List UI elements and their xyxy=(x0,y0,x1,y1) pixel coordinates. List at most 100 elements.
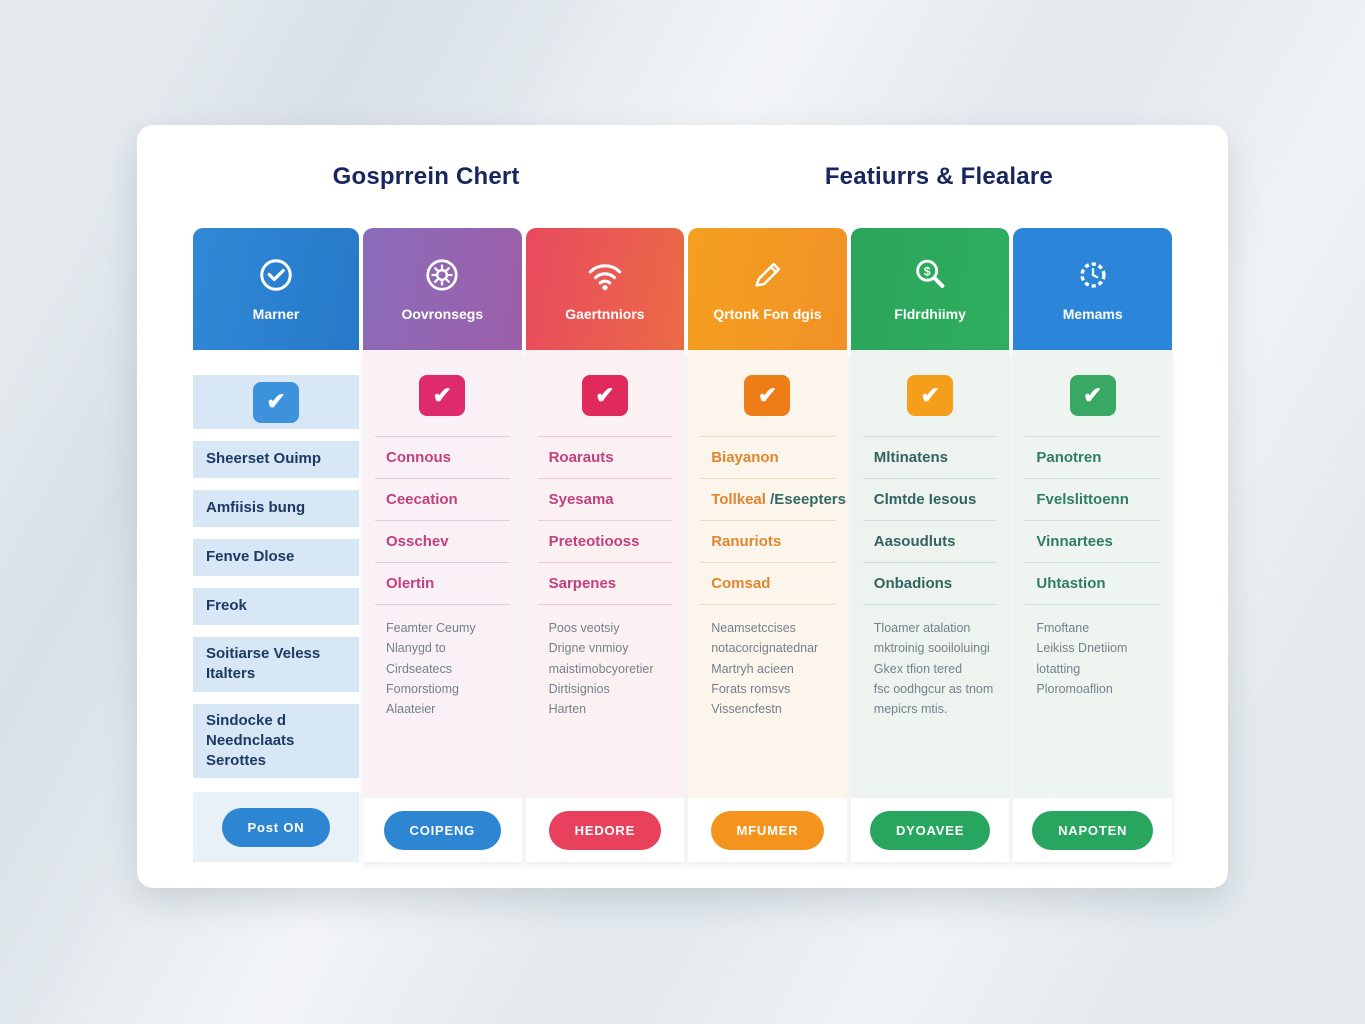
detail-line: Neamsetccises xyxy=(711,621,796,635)
column-header-label: Gaertnniors xyxy=(565,306,645,323)
title-right: Featiurrs & Flealare xyxy=(824,162,1053,190)
feature-item: Biayanon xyxy=(711,449,779,466)
column-action-button[interactable]: NAPOTEN xyxy=(1032,810,1154,850)
feature-item: Panotren xyxy=(1036,449,1102,466)
gear-icon xyxy=(420,255,464,295)
divider xyxy=(1025,604,1160,605)
feature-column: Oovronsegs ✔ Connous Ceecation Osschev Olerti… xyxy=(363,228,522,862)
detail-line: Alaateier xyxy=(386,702,436,716)
sidebar-check-row: ✔ xyxy=(193,375,359,429)
divider xyxy=(1025,562,1160,563)
wifi-icon xyxy=(583,255,627,295)
sidebar-row: Fenve Dlose xyxy=(193,539,359,576)
divider xyxy=(537,562,673,563)
feature-item: Osschev xyxy=(386,533,449,550)
column-header-label: Memams xyxy=(1062,306,1123,323)
detail-line: Dirtisignios xyxy=(548,681,610,696)
divider xyxy=(862,436,998,437)
divider xyxy=(375,520,510,521)
divider xyxy=(862,478,998,479)
divider xyxy=(375,478,510,479)
detail-line: Gkex tfion tered xyxy=(873,661,963,676)
detail-line: Vissencfestn xyxy=(711,702,782,716)
column-header: Oovronsegs xyxy=(363,228,522,350)
detail-line: mktroinig sooiloluingi xyxy=(873,641,990,656)
sidebar-row: Soitiarse Veless Italters xyxy=(193,637,359,692)
detail-line: Fomorstiomg xyxy=(386,681,459,696)
column-header: Gaertnniors xyxy=(525,228,685,350)
detail-line: Nlanygd to xyxy=(386,641,446,656)
feature-item: Olertin xyxy=(386,575,435,592)
gear-clock-icon xyxy=(1071,255,1115,295)
column-check-row: ✔ xyxy=(526,375,685,416)
check-icon[interactable]: ✔ xyxy=(744,375,791,416)
feature-item: Vinnartees xyxy=(1036,533,1113,550)
divider xyxy=(1025,520,1160,521)
sidebar-footer: Post ON xyxy=(193,792,359,862)
feature-item: Aasoudluts xyxy=(873,533,956,550)
sidebar-row: Amfiisis bung xyxy=(193,490,359,527)
check-icon[interactable]: ✔ xyxy=(253,381,299,423)
feature-item: Uhtastion xyxy=(1036,575,1106,592)
details-list: Fmoftane Leikiss Dnetiiom lotatting Ploromo… xyxy=(1013,605,1172,699)
feature-item: Ceecation xyxy=(386,491,458,508)
details-list: Neamsetccises notacorcignatednar Martryh a… xyxy=(688,605,847,719)
detail-line: Cirdseatecs xyxy=(386,661,452,676)
detail-line: Leikiss Dnetiiom xyxy=(1036,641,1128,656)
detail-line: mepicrs mtis. xyxy=(873,702,948,716)
sidebar-column: Marner ✔ Sheerset Ouimp Amfiisis bung Fenv… xyxy=(193,228,359,862)
column-body: ✔ Panotren Fvelslittoenn Vinnartees Uhtastio… xyxy=(1013,350,1172,862)
column-action-button[interactable]: DYOAVEE xyxy=(869,810,991,850)
divider xyxy=(700,478,835,479)
check-icon[interactable]: ✔ xyxy=(581,375,628,416)
detail-line: Drigne vnmioy xyxy=(548,641,629,656)
feature-item: Connous xyxy=(386,449,451,466)
feature-item: Tollkeal /Eseepterss xyxy=(688,479,847,520)
feature-column: Memams ✔ Panotren Fvelslittoenn Vinnartees Uh… xyxy=(1013,228,1172,862)
feature-item-text: Tollkeal xyxy=(711,491,766,508)
detail-line: notacorcignatednar xyxy=(711,641,819,656)
detail-line: Harten xyxy=(548,702,587,716)
column-action-button[interactable]: COIPENG xyxy=(383,810,502,850)
column-footer: COIPENG xyxy=(363,798,522,862)
feature-item: Roarauts xyxy=(548,449,614,466)
details-list: Poos veotsiy Drigne vnmioy maistimobcyoret… xyxy=(526,605,685,719)
column-body: ✔ Biayanon Tollkeal /Eseepterss Ranuriots Co… xyxy=(688,350,847,862)
sidebar-header: Marner xyxy=(193,228,359,350)
check-icon[interactable]: ✔ xyxy=(1069,375,1116,416)
detail-line: Poos veotsiy xyxy=(548,621,620,635)
feature-item: Fvelslittoenn xyxy=(1036,491,1129,508)
divider xyxy=(862,604,998,605)
divider xyxy=(375,604,510,605)
post-on-button[interactable]: Post ON xyxy=(221,807,331,847)
check-icon[interactable]: ✔ xyxy=(907,375,954,416)
divider xyxy=(700,520,835,521)
column-footer: NAPOTEN xyxy=(1013,798,1172,862)
column-header: $ Fldrdhiimy xyxy=(850,228,1010,350)
check-icon[interactable]: ✔ xyxy=(419,375,466,416)
column-check-row: ✔ xyxy=(688,375,847,416)
divider xyxy=(375,562,510,563)
search-dollar-icon: $ xyxy=(908,255,952,295)
details-list: Tloamer atalation mktroinig sooiloluingi G… xyxy=(851,605,1010,719)
feature-item: Comsad xyxy=(711,575,771,592)
column-action-button[interactable]: MFUMER xyxy=(710,810,825,850)
divider xyxy=(862,562,998,563)
check-circle-icon xyxy=(254,255,298,295)
column-body: ✔ Roarauts Syesama Preteotiooss Sarpenes Poos… xyxy=(525,350,685,862)
detail-line: lotatting xyxy=(1036,661,1081,676)
divider xyxy=(537,436,673,437)
divider xyxy=(1025,478,1160,479)
divider xyxy=(537,520,673,521)
column-action-button[interactable]: HEDORE xyxy=(548,810,662,850)
divider xyxy=(700,562,835,563)
sidebar-body: ✔ Sheerset Ouimp Amfiisis bung Fenve Dlose… xyxy=(193,350,359,862)
column-footer: MFUMER xyxy=(688,798,847,862)
divider xyxy=(700,604,835,605)
sidebar-row: Freok xyxy=(193,588,359,625)
column-header: Memams xyxy=(1013,228,1172,350)
detail-line: Feamter Ceumy xyxy=(386,621,476,635)
feature-item: Onbadions xyxy=(873,575,953,592)
feature-item: Mltinatens xyxy=(873,449,948,466)
divider xyxy=(375,436,510,437)
